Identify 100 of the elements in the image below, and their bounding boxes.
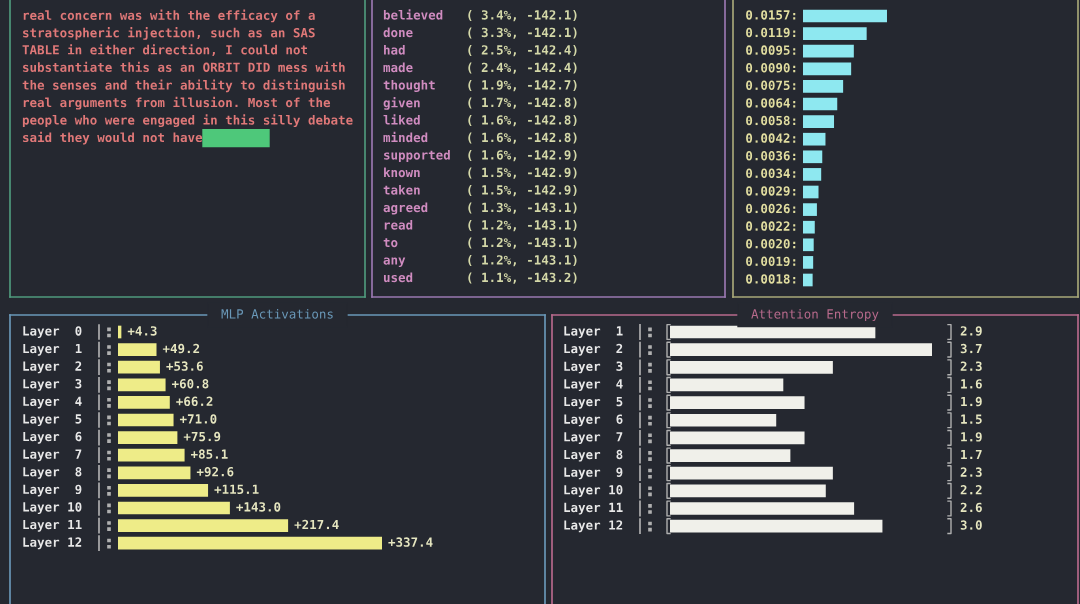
bar — [118, 501, 230, 515]
y-tick-label: Layer 3 — [564, 361, 623, 374]
bar — [670, 449, 791, 462]
text: ( 1.1%, -143.2) — [468, 272, 577, 284]
bar — [803, 238, 814, 252]
y-tick-label: Layer 1 — [564, 326, 623, 339]
category-label: any — [383, 257, 406, 268]
bar — [118, 431, 178, 444]
data-label: 1.9 — [961, 432, 982, 442]
text: ( 1.6%, -142.9) — [468, 149, 577, 162]
data-label: 2.9 — [960, 326, 982, 336]
bar — [670, 396, 805, 409]
bar — [803, 185, 819, 199]
data-label: 2.2 — [960, 485, 982, 495]
category-label: read — [384, 219, 413, 230]
bar — [803, 62, 852, 76]
data-label: +49.2 — [162, 343, 200, 354]
y-tick-label: Layer 12 — [23, 537, 82, 550]
y-tick-label: Layer 8 — [564, 449, 623, 462]
y-tick-label: Layer 3 — [23, 378, 82, 391]
data-label: 0.0018: — [746, 274, 796, 284]
y-tick-label: Layer 11 — [23, 519, 82, 532]
text: ( 1.5%, -142.9) — [468, 167, 577, 179]
text: ( 1.6%, -142.8) — [468, 132, 577, 144]
text: ( 3.4%, -142.1) — [468, 9, 577, 22]
data-label: 2.3 — [960, 467, 982, 477]
bar — [118, 519, 289, 532]
text: real arguments from illusion. Most of the — [23, 96, 331, 110]
category-label: taken — [383, 184, 420, 195]
data-label: +337.4 — [388, 537, 433, 547]
text: ( 1.5%, -142.9) — [468, 184, 577, 197]
text: people who were engaged in this silly debate — [22, 114, 353, 128]
bar — [670, 466, 833, 480]
text: ( 1.2%, -143.1) — [468, 254, 577, 267]
bar — [118, 448, 185, 462]
bar — [118, 343, 157, 356]
bar — [803, 168, 822, 181]
text: ( 2.4%, -142.4) — [468, 62, 577, 74]
category-label: had — [384, 44, 405, 55]
bar — [803, 115, 835, 128]
data-label: 0.0095: — [746, 45, 796, 55]
data-label: 0.0036: — [746, 150, 796, 161]
y-tick-label: Layer 12 — [564, 520, 623, 533]
data-label: +71.0 — [179, 414, 217, 424]
text: ( 1.2%, -143.1) — [468, 237, 577, 249]
data-label: 0.0019: — [746, 256, 796, 267]
data-label: 1.7 — [961, 449, 982, 459]
data-label: 0.0075: — [746, 80, 796, 91]
bar — [118, 360, 160, 374]
category-label: minded — [383, 131, 428, 143]
bar — [670, 343, 932, 356]
y-tick-label: Layer 0 — [23, 326, 82, 339]
text: ( 1.9%, -142.7) — [468, 79, 577, 92]
data-label: 1.5 — [961, 414, 982, 424]
category-label: to — [383, 238, 398, 248]
data-label: 0.0029: — [746, 186, 796, 196]
data-label: 0.0119: — [746, 27, 796, 38]
chart-title: MLP Activations — [221, 308, 333, 319]
bar — [803, 97, 838, 111]
y-tick-label: Layer 6 — [23, 431, 82, 444]
data-label: 0.0064: — [746, 98, 796, 108]
y-tick-label: Layer 10 — [23, 502, 82, 515]
y-tick-label: Layer 5 — [564, 396, 623, 409]
data-label: 1.6 — [961, 379, 982, 389]
text: stratospheric injection, such as an SAS — [23, 27, 315, 40]
category-label: liked — [383, 114, 420, 125]
text: the senses and their ability to distinguish — [22, 79, 345, 93]
y-tick-label: Layer 6 — [564, 414, 623, 427]
bar — [803, 27, 867, 40]
bar — [803, 132, 826, 146]
chart-title: Attention Entropy — [751, 308, 879, 322]
data-label: 2.6 — [960, 502, 982, 513]
category-label: known — [384, 167, 420, 178]
data-label: 0.0034: — [746, 168, 796, 179]
bar — [670, 431, 805, 445]
data-label: 0.0157: — [746, 10, 796, 20]
text: ( 1.6%, -142.8) — [468, 114, 577, 127]
data-label: 0.0090: — [746, 62, 796, 73]
y-tick-label: Layer 4 — [23, 396, 82, 409]
category-label: used — [383, 272, 413, 283]
data-label: +217.4 — [294, 519, 339, 530]
category-label: supported — [384, 149, 450, 163]
data-label: +143.0 — [236, 502, 281, 512]
y-tick-label: Layer 4 — [564, 379, 623, 391]
bar — [803, 9, 887, 23]
bar — [670, 378, 784, 392]
text: ( 1.3%, -143.1) — [468, 202, 577, 214]
y-tick-label: Layer 7 — [23, 449, 82, 462]
bar — [118, 484, 209, 497]
data-label: +53.6 — [166, 361, 203, 371]
bar — [803, 220, 815, 234]
bar — [803, 273, 813, 287]
y-tick-label: Layer 8 — [23, 466, 82, 479]
data-label: +66.2 — [176, 396, 213, 407]
y-tick-label: Layer 2 — [23, 361, 82, 374]
data-label: +85.1 — [190, 449, 228, 459]
y-tick-label: Layer 1 — [23, 343, 82, 356]
data-label: 3.0 — [960, 520, 982, 530]
text: ( 3.3%, -142.1) — [468, 27, 577, 39]
bar — [118, 396, 170, 409]
